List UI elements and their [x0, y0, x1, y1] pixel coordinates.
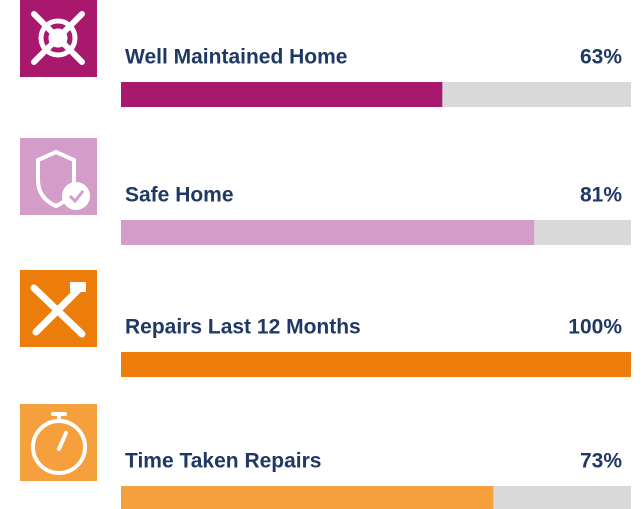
backgrounds: [20, 0, 97, 481]
bar-label: Safe Home: [125, 184, 234, 207]
bar: [121, 82, 443, 107]
bar-label: Time Taken Repairs: [125, 450, 321, 473]
bar: [121, 220, 535, 245]
value-label: 100%: [568, 316, 622, 339]
bar: [121, 486, 494, 509]
icon-stopwatch: [31, 412, 87, 475]
bar-label: Repairs Last 12 Months: [125, 316, 361, 339]
value-label: 73%: [580, 450, 622, 473]
bar-label: Well Maintained Home: [125, 46, 347, 69]
bar: [121, 352, 631, 377]
icon-tools: [31, 11, 85, 65]
value-label: 63%: [580, 46, 622, 69]
value-label: 81%: [580, 184, 622, 207]
icon-shield: [36, 149, 90, 210]
icon-repair: [30, 282, 86, 338]
